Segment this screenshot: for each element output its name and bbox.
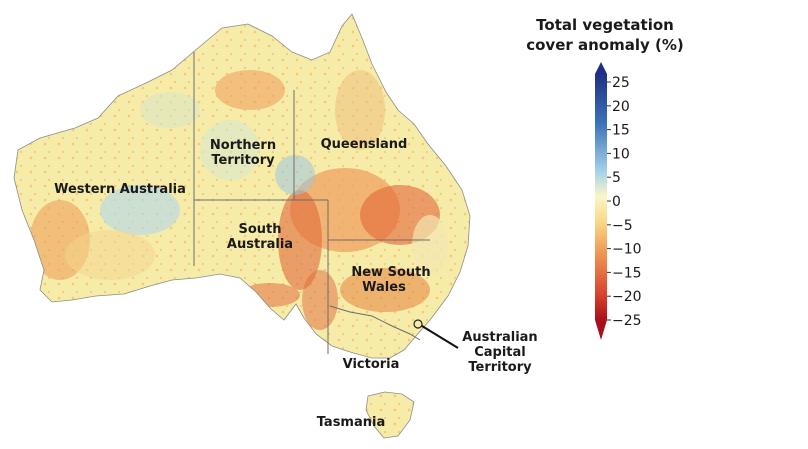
legend-tick-label: −20: [612, 289, 642, 305]
legend-top-arrow: [595, 62, 607, 74]
legend: Total vegetation cover anomaly (%) 25 20 1…: [526, 16, 684, 340]
legend-tick-label: −15: [612, 265, 642, 281]
legend-tick-label: −5: [612, 218, 633, 234]
label-act-line1: Australian: [462, 330, 537, 345]
label-new-south-wales-line1: New South: [351, 265, 430, 280]
nsw-vic-border: [329, 305, 421, 341]
legend-ticks: 25 20 15 10 5 0 −5 −10 −15 −20 −25: [607, 75, 642, 329]
legend-tick-label: −10: [612, 242, 642, 258]
label-new-south-wales-line2: Wales: [362, 280, 406, 295]
label-south-australia-line1: South: [238, 222, 281, 237]
act-marker: [413, 319, 423, 329]
legend-title-line2: cover anomaly (%): [526, 36, 684, 54]
act-leader-line: [421, 325, 459, 349]
tasmania-island: [365, 391, 415, 439]
legend-tick-label: 20: [612, 99, 630, 115]
label-victoria: Victoria: [343, 357, 400, 372]
label-northern-territory-line2: Territory: [211, 153, 275, 168]
label-act-line2: Capital: [474, 345, 526, 360]
legend-bottom-arrow: [595, 320, 607, 340]
label-south-australia-line2: Australia: [227, 237, 293, 252]
label-northern-territory-line1: Northern: [210, 138, 276, 153]
legend-colorbar: [595, 74, 607, 320]
label-western-australia: Western Australia: [54, 182, 186, 197]
state-borders: [193, 52, 430, 354]
legend-tick-label: 5: [612, 170, 621, 186]
legend-title-line1: Total vegetation: [536, 16, 674, 34]
label-tasmania: Tasmania: [317, 415, 386, 430]
label-queensland: Queensland: [321, 137, 408, 152]
legend-tick-label: 15: [612, 123, 630, 139]
legend-tick-label: 25: [612, 75, 630, 91]
label-act-line3: Territory: [468, 360, 532, 375]
legend-tick-label: −25: [612, 313, 642, 329]
legend-tick-label: 0: [612, 194, 621, 210]
legend-tick-label: 10: [612, 146, 630, 162]
anomaly-patches: [30, 70, 448, 330]
